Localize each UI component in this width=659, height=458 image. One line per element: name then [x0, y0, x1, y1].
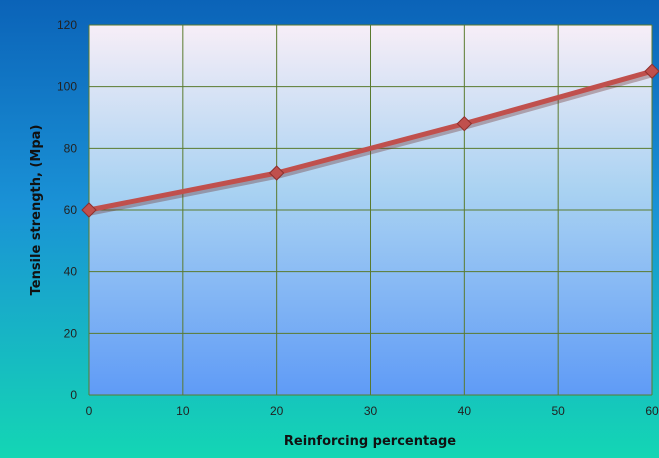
x-tick-label: 40	[458, 404, 472, 418]
x-tick-label: 20	[270, 404, 284, 418]
data-point-marker	[644, 63, 659, 79]
data-point-marker	[81, 202, 97, 218]
x-tick-label: 60	[645, 404, 659, 418]
y-tick-label: 100	[57, 80, 77, 94]
y-axis-title: Tensile strength, (Mpa)	[29, 125, 44, 296]
y-tick-label: 120	[57, 18, 77, 32]
y-tick-label: 80	[64, 141, 78, 155]
y-tick-label: 20	[64, 326, 78, 340]
series-line	[86, 68, 655, 213]
data-point-marker	[268, 165, 285, 181]
x-axis-title: Reinforcing percentage	[284, 434, 456, 449]
x-tick-label: 30	[364, 404, 378, 418]
y-tick-label: 40	[64, 265, 78, 279]
y-tick-labels: 0 20 40 60 80 100 120	[57, 18, 77, 402]
x-tick-labels: 0 10 20 30 40 50 60	[86, 404, 659, 418]
x-tick-label: 50	[551, 404, 565, 418]
x-tick-label: 10	[176, 404, 190, 418]
series-group	[81, 63, 659, 218]
data-point-marker	[456, 115, 473, 132]
y-tick-label: 60	[64, 203, 78, 217]
x-tick-label: 0	[86, 404, 93, 418]
y-tick-label: 0	[70, 388, 77, 402]
